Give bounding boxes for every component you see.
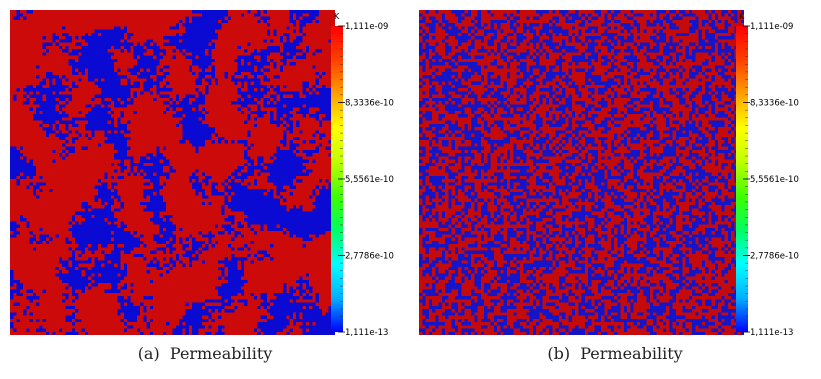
colorbar-legend: K 1,111e-09 8,3336e-10 5,5561e-10 2,7786e-10… [736,12,799,338]
caption-text: Permeability [580,344,683,363]
colorbar-tick-label: 8,3336e-10 [345,98,394,108]
permeability-field-map [10,10,335,335]
colorbar-tick-label: 2,7786e-10 [750,251,799,261]
colorbar-tick-label: 8,3336e-10 [750,98,799,108]
colorbar-tick-label: 1,111e-13 [750,328,793,338]
caption-tag: (b) [547,344,571,363]
caption-tag: (a) [137,344,160,363]
colorbar-legend: K 1,111e-09 8,3336e-10 5,5561e-10 2,7786e-10… [331,12,394,338]
colorbar-tick-label: 5,5561e-10 [750,175,799,185]
permeability-field-map [419,10,744,335]
caption-text: Permeability [169,344,273,363]
colorbar-tick-label: 5,5561e-10 [345,175,394,185]
figure-caption: (b) Permeability [410,344,820,363]
colorbar-tick-label: 1,111e-09 [750,22,793,32]
figure-caption: (a) Permeability [0,344,410,363]
figure-panel-a: K 1,111e-09 8,3336e-10 5,5561e-10 2,7786e-10… [0,0,410,379]
colorbar-tick-label: 1,111e-13 [345,328,388,338]
colorbar-variable-label: K [334,12,340,21]
colorbar-variable-label: K [739,12,745,21]
colorbar-tick-label: 1,111e-09 [345,22,388,32]
figure-panel-b: K 1,111e-09 8,3336e-10 5,5561e-10 2,7786e-10… [410,0,820,379]
colorbar-tick-label: 2,7786e-10 [345,251,394,261]
